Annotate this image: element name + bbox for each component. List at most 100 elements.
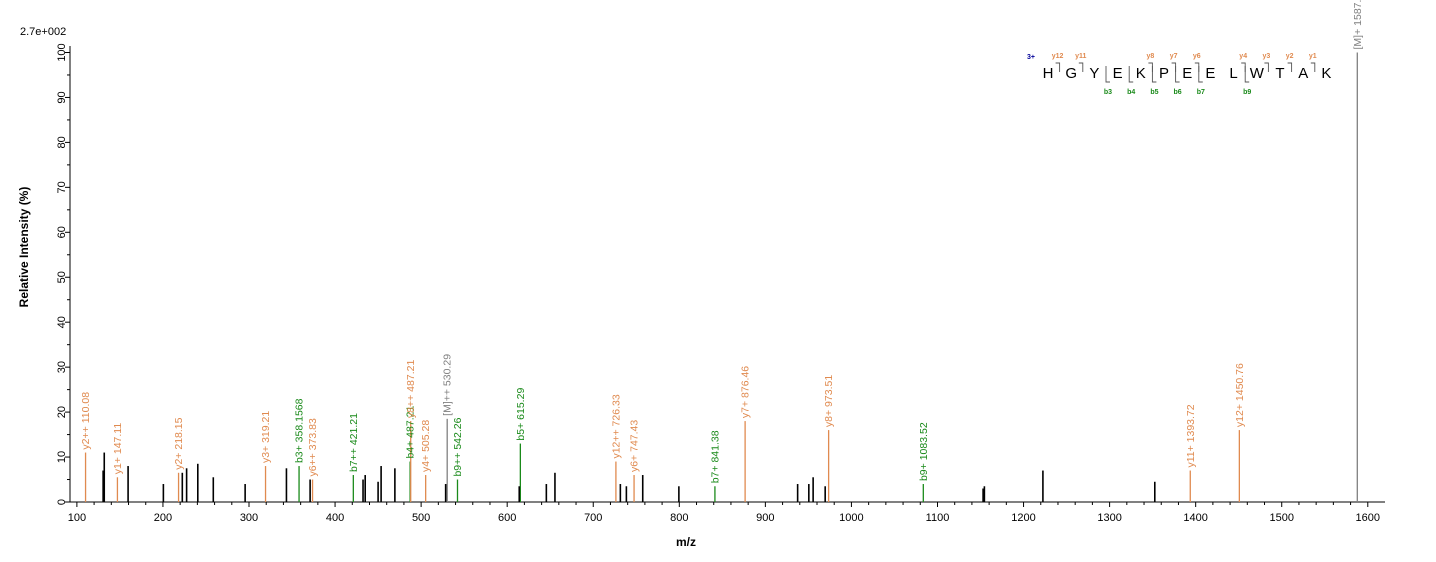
peak-label: y12++ 726.33 (610, 394, 622, 458)
sequence-residue: K (1321, 65, 1331, 82)
peak-label: b3+ 358.1568 (294, 398, 306, 463)
peak-label: y2+ 218.15 (173, 417, 185, 469)
max-intensity-label: 2.7e+002 (20, 26, 66, 38)
b-ion-bracket (1151, 66, 1157, 83)
y-tick-label: 10 (56, 451, 68, 463)
b-ion-bracket (1175, 66, 1180, 83)
y-tick-label: 80 (56, 136, 68, 148)
y-ion-bracket (1194, 62, 1200, 72)
x-tick-label: 900 (756, 512, 774, 524)
charge-state: 3+ (1027, 54, 1035, 61)
peak-label: y8+ 973.51 (823, 375, 835, 427)
y-ion-bracket (1055, 62, 1061, 72)
peak-label: b7+ 841.38 (709, 430, 721, 483)
peak-label: y6+ 747.43 (629, 420, 641, 472)
x-tick-label: 1000 (839, 512, 863, 524)
y-ion-label: y6 (1193, 53, 1201, 60)
x-tick-label: 100 (68, 512, 86, 524)
x-tick-label: 1300 (1097, 512, 1121, 524)
peak-label: b9++ 542.26 (452, 417, 464, 476)
b-ion-bracket (1105, 66, 1110, 83)
sequence-residue: T (1275, 65, 1284, 82)
b-ion-label: b5 (1150, 89, 1158, 96)
b-ion-label: b4 (1127, 89, 1135, 96)
y-tick-label: 0 (56, 499, 68, 505)
y-ion-label: y3 (1263, 53, 1271, 60)
b-ion-label: b9 (1243, 89, 1251, 96)
b-ion-bracket (1198, 66, 1203, 83)
sequence-residue: E (1182, 65, 1192, 82)
peak-label: y7+ 876.46 (740, 366, 752, 418)
b-ion-label: b3 (1104, 89, 1112, 96)
y-ion-bracket (1310, 62, 1316, 72)
sequence-residue: A (1298, 65, 1308, 82)
x-tick-label: 300 (240, 512, 258, 524)
y-ion-label: y12 (1052, 53, 1064, 60)
y-ion-bracket (1287, 62, 1293, 72)
sequence-residue: G (1065, 65, 1077, 82)
sequence-residue: H (1043, 65, 1054, 82)
x-tick-label: 200 (154, 512, 172, 524)
x-tick-label: 1100 (926, 512, 950, 524)
peak-label: y8++ 487.21 (405, 360, 417, 419)
x-tick-label: 700 (584, 512, 602, 524)
x-tick-label: 400 (326, 512, 344, 524)
b-ion-label: b6 (1174, 89, 1182, 96)
b-ion-label: b7 (1197, 89, 1205, 96)
y-tick-label: 100 (56, 43, 68, 61)
peak-label: b9+ 1083.52 (918, 422, 930, 481)
y-axis-title: Relative Intensity (%) (17, 187, 31, 308)
peaks-layer (84, 52, 1358, 502)
y-tick-label: 50 (56, 271, 68, 283)
sequence-residue: L (1229, 65, 1237, 82)
peak-label: y2++ 110.08 (80, 392, 92, 450)
peak-label: [M]+ 1587.81 (1352, 0, 1364, 49)
y-ion-label: y4 (1239, 53, 1247, 60)
y-ion-label: y7 (1170, 53, 1178, 60)
x-tick-label: 1400 (1183, 512, 1207, 524)
y-ion-bracket (1078, 62, 1084, 72)
sequence-residue: K (1136, 65, 1146, 82)
sequence-residue: E (1205, 65, 1215, 82)
x-tick-label: 800 (670, 512, 688, 524)
y-ion-label: y11 (1075, 53, 1086, 60)
x-axis-title: m/z (676, 535, 696, 549)
y-tick-label: 60 (56, 226, 68, 238)
y-ion-label: y1 (1309, 53, 1317, 60)
b-ion-bracket (1244, 66, 1250, 83)
peak-label: y11+ 1393.72 (1185, 404, 1197, 467)
sequence-residue: W (1250, 65, 1265, 82)
y-tick-label: 90 (56, 91, 68, 103)
peak-label: y3+ 319.21 (260, 411, 272, 463)
y-tick-label: 30 (56, 361, 68, 373)
y-tick-label: 70 (56, 181, 68, 193)
peak-label: b7++ 421.21 (348, 413, 360, 472)
y-ion-bracket (1264, 62, 1269, 72)
peak-labels-layer: y2++ 110.08 y1+ 147.11 y2+ 218.15 y3+ 319.2… (80, 0, 1364, 483)
peak-label: y6++ 373.83 (307, 418, 319, 477)
sequence-residue: Y (1089, 65, 1099, 82)
y-tick-label: 40 (56, 316, 68, 328)
b-ion-bracket (1128, 66, 1134, 83)
y-ion-bracket (1171, 62, 1177, 72)
y-ion-label: y2 (1286, 53, 1294, 60)
sequence-residue: E (1113, 65, 1123, 82)
y-ion-bracket (1148, 62, 1153, 72)
peak-label: [M]++ 530.29 (442, 354, 454, 416)
peak-label: y1+ 147.11 (112, 423, 124, 475)
peak-label: y12+ 1450.76 (1234, 363, 1246, 427)
x-tick-label: 600 (498, 512, 516, 524)
x-tick-label: 1500 (1269, 512, 1293, 524)
peak-label: y4+ 505.28 (420, 420, 432, 472)
y-ion-bracket (1241, 62, 1246, 72)
y-ion-label: y8 (1147, 53, 1155, 60)
sequence-residue: P (1159, 65, 1169, 82)
x-tick-label: 1600 (1356, 512, 1380, 524)
peak-label: b4+ 487.21 (405, 406, 417, 459)
y-tick-label: 20 (56, 406, 68, 418)
axes: 100 200 300 400 500 600 700 800 900 1000 1100 1200 1… (56, 43, 1385, 524)
peak-label: b5+ 615.29 (515, 388, 527, 441)
x-tick-label: 1200 (1011, 512, 1035, 524)
